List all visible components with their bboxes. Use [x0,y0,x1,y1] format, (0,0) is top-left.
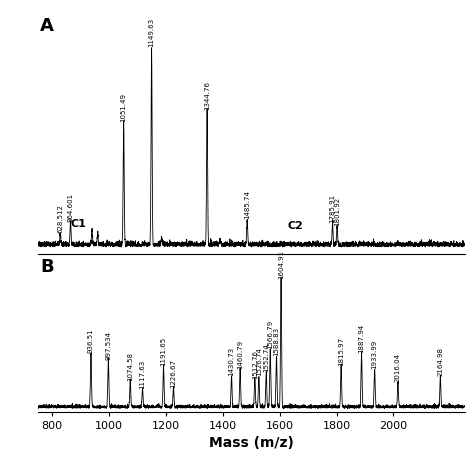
Text: B: B [40,257,54,275]
Text: 1815.97: 1815.97 [338,337,344,366]
Text: 1149.63: 1149.63 [148,18,155,47]
Text: 1887.94: 1887.94 [358,324,365,353]
Text: 628.512: 628.512 [57,205,63,234]
Text: 1933.99: 1933.99 [372,339,378,368]
Text: 1074.58: 1074.58 [127,352,133,381]
Text: 1485.74: 1485.74 [244,190,250,219]
Text: 1117.63: 1117.63 [139,360,146,389]
Text: 1566.79: 1566.79 [267,320,273,349]
Text: 864.601: 864.601 [67,192,73,222]
Text: C1: C1 [71,219,86,228]
Text: 1226.67: 1226.67 [171,359,176,388]
Text: 1785.91: 1785.91 [329,193,336,223]
Text: 1552.74: 1552.74 [263,344,269,372]
Text: 1430.73: 1430.73 [228,347,235,376]
Text: A: A [40,17,54,35]
Text: 1526.74: 1526.74 [256,347,262,376]
Text: 1801.92: 1801.92 [334,196,340,226]
Text: 1512.76: 1512.76 [252,350,258,379]
Text: 1344.76: 1344.76 [204,81,210,110]
Text: 1460.79: 1460.79 [237,339,243,368]
X-axis label: Mass (m/z): Mass (m/z) [209,436,294,449]
Text: 2164.98: 2164.98 [438,347,443,376]
Text: 997.534: 997.534 [105,330,111,360]
Text: 1051.49: 1051.49 [121,93,127,122]
Text: 1588.83: 1588.83 [273,327,280,356]
Text: 2016.04: 2016.04 [395,354,401,383]
Text: 936.51: 936.51 [88,328,94,353]
Text: C2: C2 [288,221,303,231]
Text: 1191.65: 1191.65 [161,337,166,366]
Text: 1604.91: 1604.91 [278,250,284,280]
